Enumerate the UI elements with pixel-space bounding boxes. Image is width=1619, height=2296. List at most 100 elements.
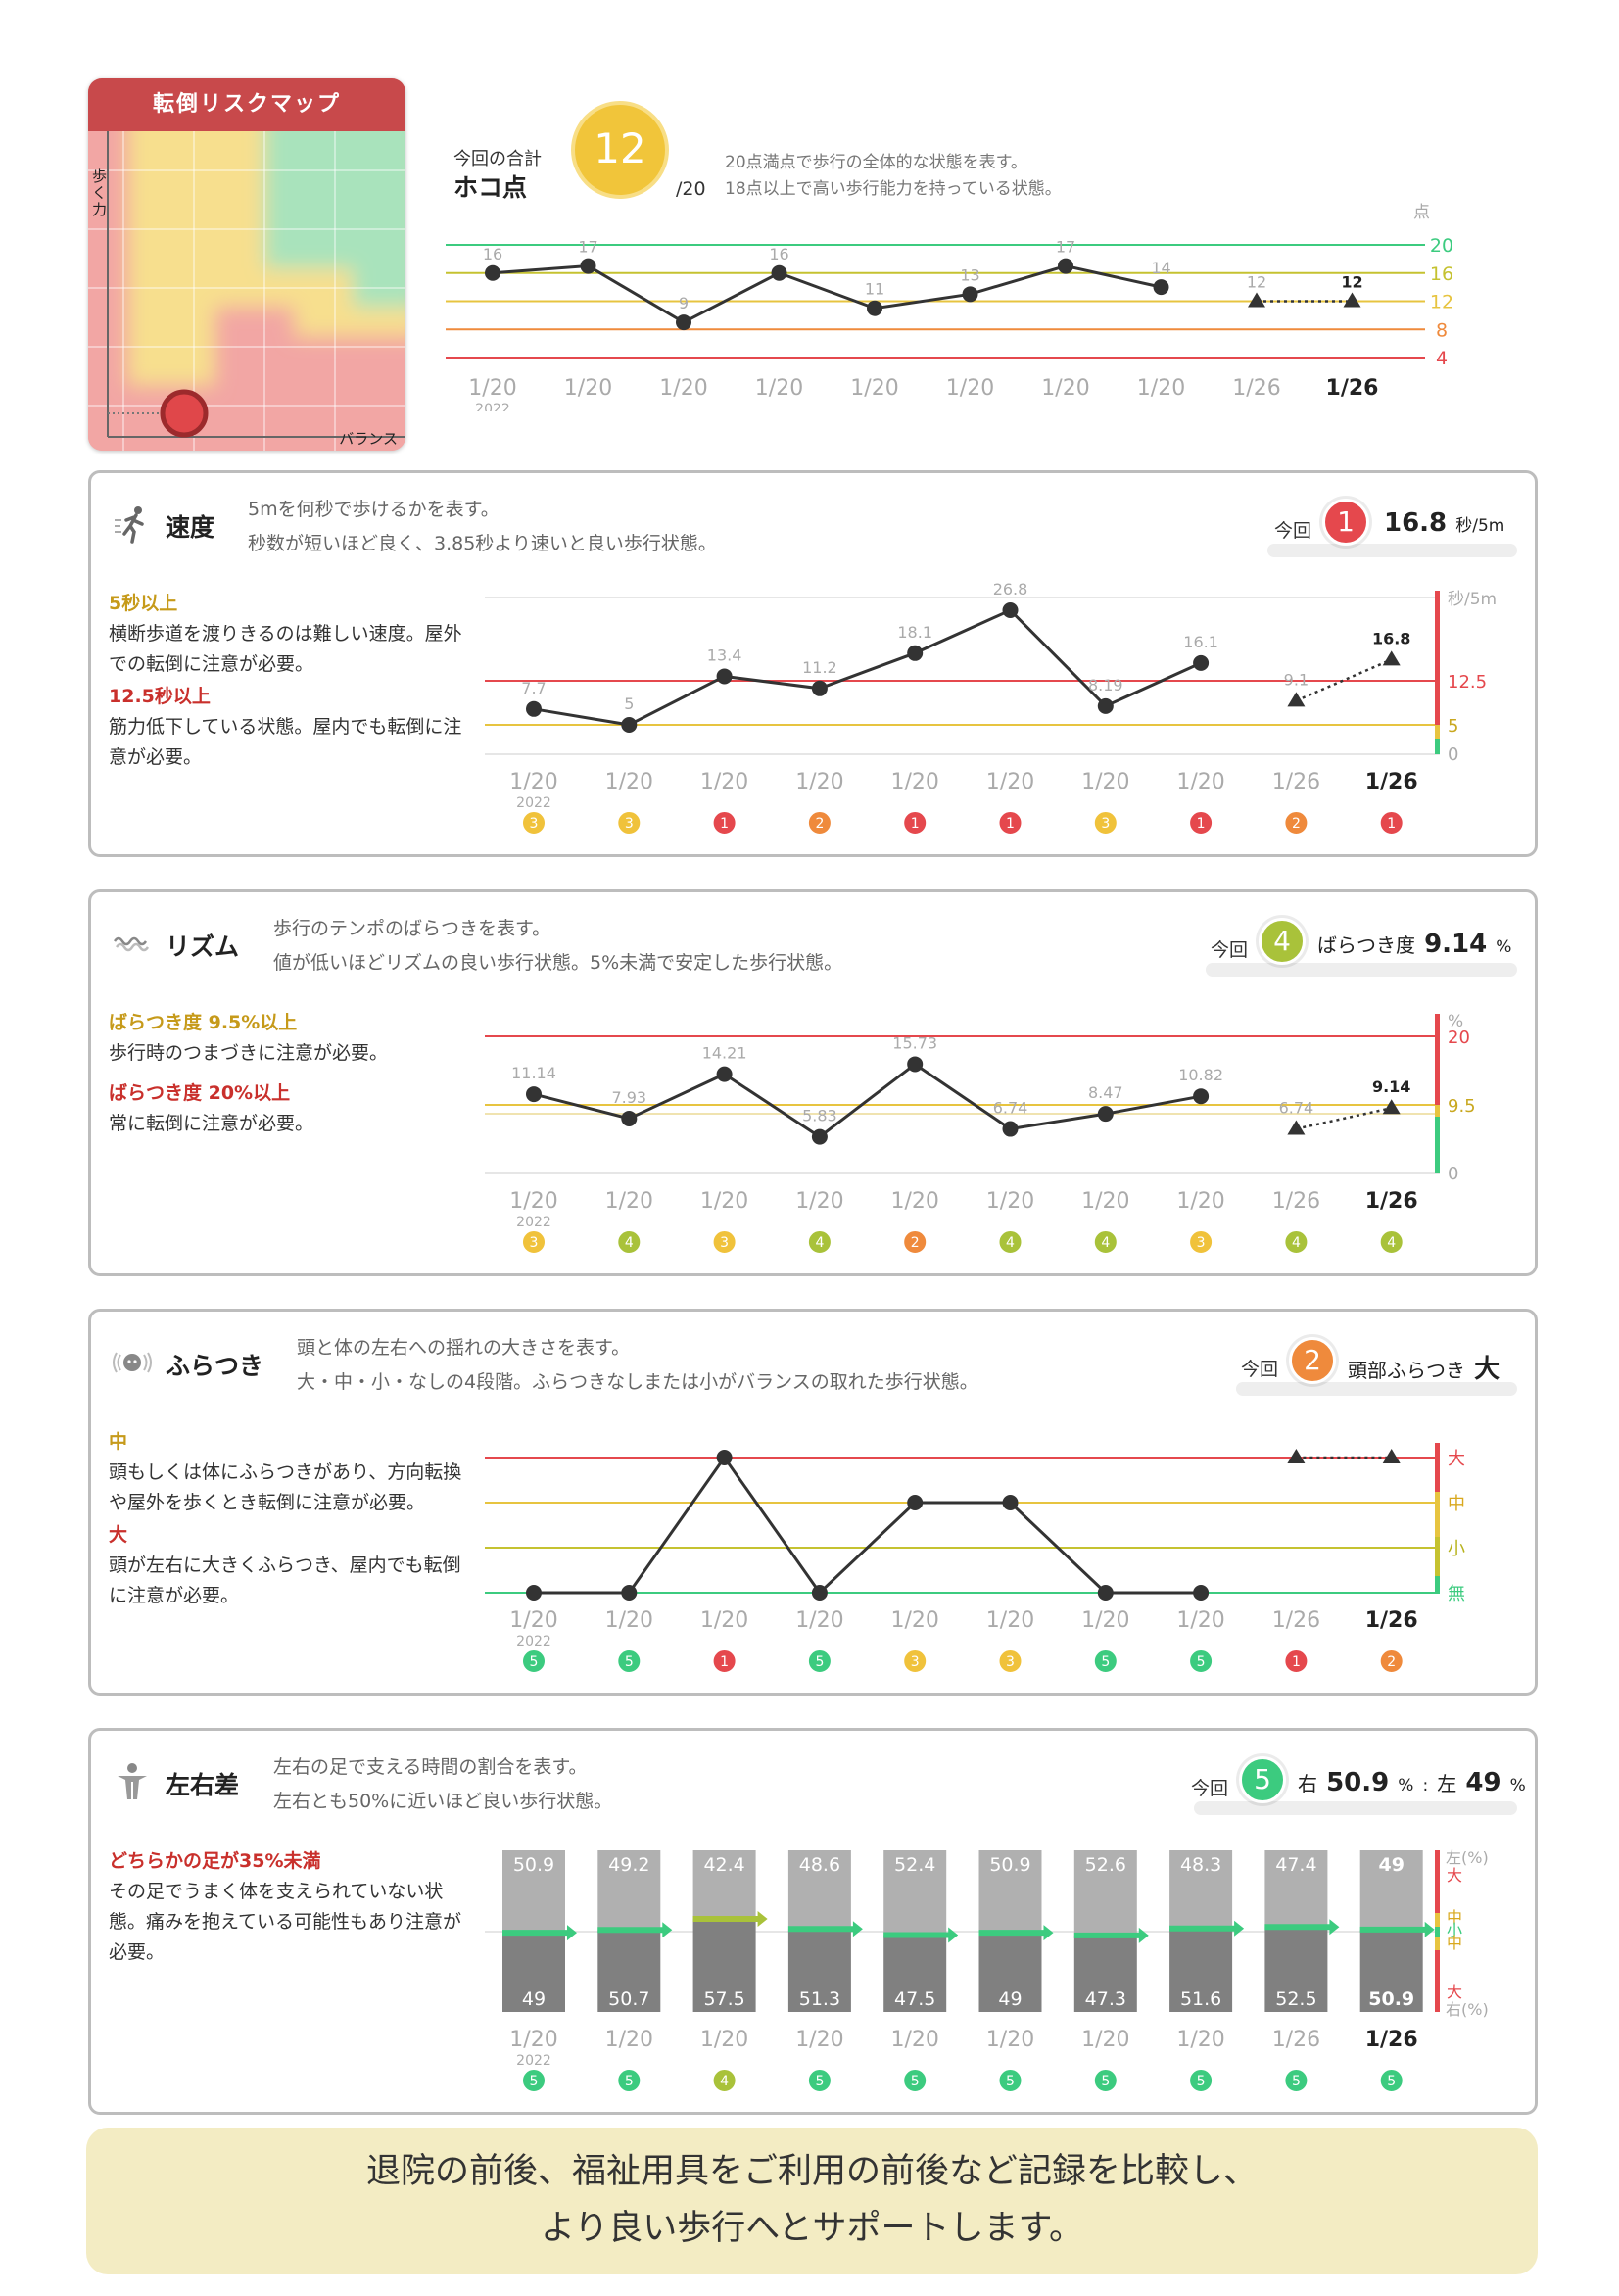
speed-x-tick-label: 1/20 (1081, 770, 1129, 794)
hokoten-data-label: 9 (679, 294, 689, 312)
lr-rank-badge (1092, 2068, 1119, 2093)
sway-rank-badge-label: 5 (1197, 1654, 1206, 1670)
lr-left-bar (692, 1850, 756, 1920)
lr-balance-arrow (883, 1927, 959, 1943)
speed-rank-badge-label: 2 (815, 816, 824, 832)
sway-x-tick-label: 1/20 (795, 1608, 843, 1633)
lr-axis-level-label: 中 (1447, 1908, 1462, 1927)
hokoten-score-badge: 12 (571, 101, 669, 199)
lr-rank-badge (616, 2068, 643, 2093)
hokoten-x-tick-label: 1/20 (755, 376, 803, 401)
hokoten-desc-line1: 20点満点で歩行の全体的な状態を表す。 (725, 153, 1027, 172)
sway-axis-scale-olive (1435, 1537, 1440, 1576)
lr-rank-badge-label: 5 (1292, 2074, 1301, 2089)
rhythm-x-tick-label: 1/20 (986, 1189, 1034, 1214)
left-right-now-label: 今回 (1191, 1778, 1229, 1799)
speed-rank-badge-label: 1 (1006, 816, 1015, 832)
lr-left-bar (597, 1850, 661, 1931)
rhythm-rank-badge (997, 1229, 1024, 1255)
lr-right-bar (1073, 1935, 1137, 2012)
hokoten-data-point (1153, 279, 1169, 296)
lr-x-tick-label: 1/20 (986, 2028, 1034, 2052)
sway-now-rank-badge: 2 (1289, 1337, 1336, 1384)
speed-axis-unit: 秒/5m (1448, 590, 1497, 609)
rhythm-now-rank-badge: 4 (1259, 918, 1306, 965)
lr-axis-bottom-label: 右(%) (1446, 2000, 1489, 2019)
rhythm-x-tick-label: 1/26 (1272, 1189, 1320, 1214)
rhythm-axis-scale-yellow (1435, 1105, 1440, 1117)
speed-series-line (533, 608, 1202, 727)
lr-rank-badge-label: 5 (911, 2074, 920, 2089)
sway-rank-badge (711, 1649, 738, 1674)
lr-left-bar (502, 1850, 565, 1934)
hokoten-data-point (485, 264, 500, 281)
left-right-chart: 50.9 49 49.2 50.7 42.4 57.5 48.6 51.3 52.4 47.5 50… (485, 1848, 1489, 2093)
rhythm-desc-line1: 歩行のテンポのばらつきを表す。 (273, 918, 551, 939)
sway-rank-badge-label: 2 (1387, 1654, 1396, 1670)
rhythm-data-label: 14.21 (702, 1044, 747, 1063)
lr-left-bar (1359, 1850, 1423, 1930)
hokoten-data-point (676, 314, 691, 331)
lr-right-bar (692, 1919, 756, 2012)
sway-rank-badge (616, 1649, 643, 1674)
rhythm-now-underline (1206, 963, 1517, 977)
lr-left-value-label: 50.9 (513, 1854, 554, 1876)
rhythm-x-tick-label: 1/20 (700, 1189, 748, 1214)
rhythm-axis-unit: % (1448, 1012, 1463, 1031)
rhythm-x-tick-label: 1/26 (1365, 1189, 1418, 1214)
speed-axis-label: 0 (1448, 744, 1458, 765)
left-right-note-text-1: その足でうまく体を支えられていない状態。痛みを抱えている可能性もあり注意が必要。 (109, 1881, 462, 1963)
rhythm-data-label: 9.14 (1372, 1077, 1410, 1096)
speed-axis-scale-red (1435, 591, 1440, 725)
left-right-panel: 左右差 左右の足で支える時間の割合を表す。 左右とも50%に近いほど良い歩行状態… (88, 1728, 1538, 2115)
hokoten-data-point (962, 286, 978, 303)
rhythm-axis-scale-green (1435, 1117, 1440, 1173)
rhythm-now-number: 9.14 (1424, 930, 1488, 959)
sway-data-point (1287, 1449, 1306, 1463)
rhythm-note-text-2: 常に転倒に注意が必要。 (109, 1113, 314, 1134)
sway-description: 頭と体の左右への揺れの大きさを表す。 大・中・小・なしの4段階。ふらつきなしまた… (297, 1331, 978, 1400)
hokoten-x-tick-label: 1/26 (1326, 376, 1379, 401)
rhythm-data-label: 6.74 (993, 1099, 1028, 1118)
lr-left-value-label: 42.4 (703, 1854, 744, 1876)
speed-axis-scale-green (1435, 739, 1440, 754)
speed-rank-badge-label: 1 (720, 816, 729, 832)
sway-note-text-1: 頭もしくは体にふらつきがあり、方向転換や屋外を歩くとき転倒に注意が必要。 (109, 1461, 462, 1513)
rhythm-risk-notes: ばらつき度 9.5%以上 歩行時のつまづきに注意が必要。 ばらつき度 20%以上… (109, 1008, 471, 1139)
lr-axis-scale-green (1435, 1927, 1440, 1937)
lr-rank-badge-label: 5 (625, 2074, 634, 2089)
sway-rank-badge (1188, 1649, 1214, 1674)
sway-axis-label: 大 (1448, 1449, 1465, 1469)
lr-rank-badge (521, 2068, 547, 2093)
rhythm-comparison-line (1296, 1106, 1392, 1130)
speed-title: 速度 (166, 513, 215, 542)
rhythm-rank-badge (902, 1229, 929, 1255)
lr-rank-badge (1283, 2068, 1309, 2093)
lr-right-value-label: 50.7 (608, 1988, 649, 2010)
lr-left-bar (1264, 1850, 1328, 1928)
risk-map-zones (88, 131, 405, 451)
lr-right-bar (502, 1933, 565, 2012)
rhythm-note-heading-1: ばらつき度 9.5%以上 (109, 1012, 298, 1033)
speed-data-point (1287, 692, 1306, 707)
sway-data-point (1382, 1449, 1401, 1463)
lr-left-value-label: 48.3 (1180, 1854, 1221, 1876)
lr-right-value-label: 51.6 (1180, 1988, 1221, 2010)
rhythm-year-label: 2022 (516, 1215, 551, 1230)
sway-data-point (716, 1450, 733, 1465)
hokoten-data-label: 11 (865, 280, 884, 299)
hokoten-x-tick-label: 1/26 (1232, 376, 1280, 401)
hokoten-data-point (771, 264, 787, 281)
sway-desc-line2: 大・中・小・なしの4段階。ふらつきなしまたは小がバランスの取れた歩行状態。 (297, 1371, 978, 1393)
sway-axis-label: 小 (1448, 1539, 1465, 1559)
rhythm-rank-badge (1283, 1229, 1309, 1255)
sway-axis-scale-yellow (1435, 1492, 1440, 1537)
sway-panel: ふらつき 頭と体の左右への揺れの大きさを表す。 大・中・小・なしの4段階。ふらつ… (88, 1309, 1538, 1696)
lr-right-bar (883, 1935, 947, 2012)
lr-rank-badge (1378, 2068, 1405, 2093)
sway-now-level: 大 (1474, 1355, 1500, 1384)
rhythm-data-label: 8.47 (1088, 1083, 1123, 1102)
sway-rank-badge-label: 5 (1101, 1654, 1110, 1670)
rhythm-rank-badge-label: 4 (1101, 1235, 1110, 1251)
